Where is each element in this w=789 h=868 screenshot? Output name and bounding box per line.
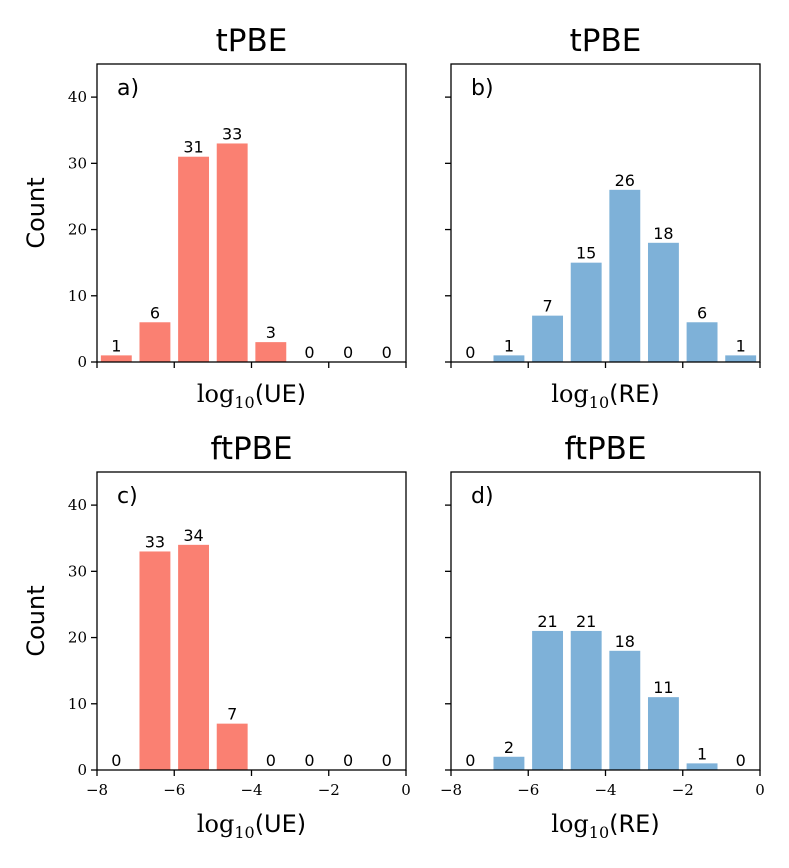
bar-value-label: 0	[382, 751, 392, 770]
chart-title: tPBE	[216, 23, 288, 59]
x-tick-label: −2	[318, 781, 340, 799]
panel-label: a)	[117, 76, 139, 101]
x-tick-label: −6	[163, 781, 185, 799]
plot-frame	[450, 63, 761, 363]
y-tick-label: 20	[68, 221, 87, 239]
y-tick-label: 30	[68, 562, 87, 580]
y-tick-label: 20	[68, 629, 87, 647]
y-tick-label: 40	[68, 496, 87, 514]
bar	[725, 355, 757, 362]
bar-value-label: 31	[183, 138, 203, 157]
bar-value-label: 0	[343, 751, 353, 770]
bar-value-label: 0	[111, 751, 121, 770]
bar-value-label: 0	[382, 343, 392, 362]
bar-value-label: 1	[504, 336, 514, 355]
bar	[100, 355, 132, 362]
y-axis-label: Count	[22, 177, 50, 248]
bar-value-label: 21	[576, 612, 596, 631]
bar	[532, 315, 564, 362]
y-axis-label: Count	[22, 585, 50, 656]
bar-value-label: 6	[697, 303, 707, 322]
bar	[139, 322, 171, 362]
bar	[609, 650, 641, 770]
chart-title: tPBE	[570, 23, 642, 59]
bar-value-label: 7	[227, 705, 237, 724]
bar-value-label: 3	[266, 323, 276, 342]
bar-value-label: 18	[653, 224, 673, 243]
bar-value-label: 0	[343, 343, 353, 362]
y-tick-label: 10	[68, 695, 87, 713]
bar	[493, 355, 525, 362]
bar	[647, 242, 679, 362]
x-axis-label: log10(RE)	[551, 810, 659, 842]
panel-label: b)	[471, 76, 494, 101]
bar	[686, 763, 718, 770]
bar	[178, 544, 210, 770]
bar	[570, 630, 602, 770]
panel-b: tPBE 0 1 7 15 26 18 6 1 b) log10(RE)	[445, 23, 761, 412]
panel-label: c)	[117, 484, 138, 509]
bar-value-label: 0	[266, 751, 276, 770]
bar-value-label: 26	[615, 171, 635, 190]
bar-value-label: 33	[222, 124, 242, 143]
x-axis-label: log10(UE)	[197, 810, 306, 842]
bar-value-label: 6	[150, 303, 160, 322]
bar	[216, 143, 248, 362]
x-tick-label: 0	[755, 781, 765, 799]
bar-value-label: 0	[304, 343, 314, 362]
plot-frame	[96, 63, 407, 363]
x-axis-label: log10(RE)	[551, 380, 659, 412]
bar-value-label: 21	[537, 612, 557, 631]
bar	[647, 697, 679, 770]
bar-value-label: 2	[504, 738, 514, 757]
bar-value-label: 11	[653, 678, 673, 697]
x-tick-label: −6	[517, 781, 539, 799]
bar-value-label: 1	[111, 336, 121, 355]
x-tick-label: −4	[240, 781, 262, 799]
bar	[178, 156, 210, 362]
y-tick-label: 0	[77, 353, 87, 371]
bar	[609, 189, 641, 362]
bar-value-label: 0	[304, 751, 314, 770]
x-tick-label: 0	[401, 781, 411, 799]
x-tick-label: −8	[440, 781, 462, 799]
bar-value-label: 18	[615, 632, 635, 651]
bar-value-label: 1	[697, 744, 707, 763]
y-tick-label: 0	[77, 761, 87, 779]
bar	[255, 342, 287, 362]
panel-label: d)	[471, 484, 494, 509]
bar	[216, 723, 248, 770]
y-tick-label: 40	[68, 88, 87, 106]
bar-value-label: 15	[576, 244, 596, 263]
bar-value-label: 33	[145, 532, 165, 551]
bar	[139, 551, 171, 770]
bar	[532, 630, 564, 770]
bar	[570, 262, 602, 362]
bar-value-label: 7	[542, 297, 552, 316]
y-tick-label: 30	[68, 154, 87, 172]
chart-title: ftPBE	[210, 431, 292, 467]
chart-title: ftPBE	[564, 431, 646, 467]
x-tick-label: −8	[86, 781, 108, 799]
bar	[686, 322, 718, 362]
x-tick-label: −2	[672, 781, 694, 799]
bar-value-label: 0	[465, 751, 475, 770]
bar-value-label: 34	[183, 526, 203, 545]
plot-frame	[450, 471, 761, 771]
x-axis-label: log10(UE)	[197, 380, 306, 412]
bar-value-label: 1	[736, 336, 746, 355]
bar-value-label: 0	[465, 343, 475, 362]
y-tick-label: 10	[68, 287, 87, 305]
bar	[493, 756, 525, 770]
x-tick-label: −4	[594, 781, 616, 799]
bar-value-label: 0	[736, 751, 746, 770]
